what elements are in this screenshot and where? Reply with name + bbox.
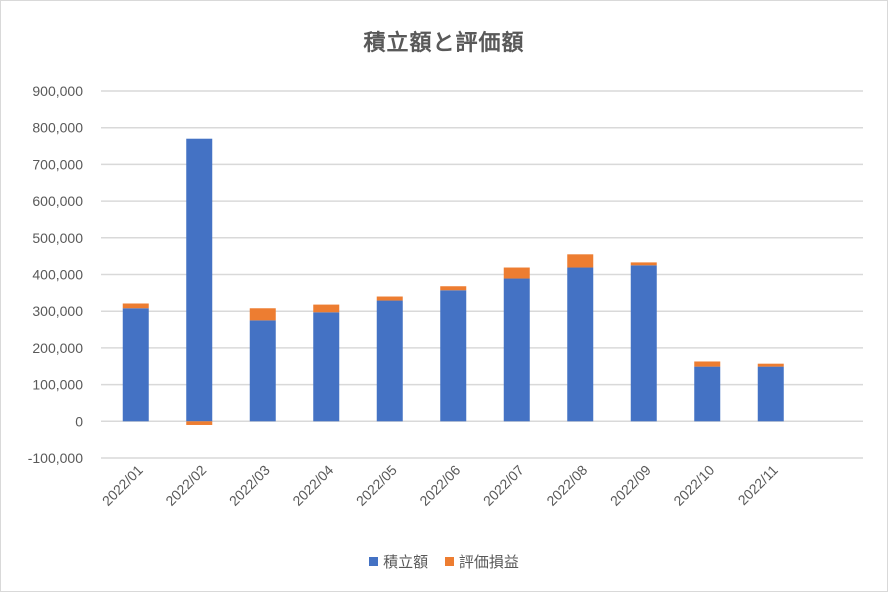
x-tick-label: 2022/09 [607, 462, 654, 509]
y-tick-label: 200,000 [32, 340, 83, 356]
y-tick-label: 400,000 [32, 267, 83, 283]
legend-item-series-1: 評価損益 [444, 551, 519, 572]
x-tick-label: 2022/06 [416, 462, 463, 509]
x-tick-label: 2022/03 [226, 462, 273, 509]
bar-hyoka-soneki [567, 254, 594, 268]
bar-tsumitate [376, 300, 403, 422]
bar-tsumitate [694, 366, 721, 422]
y-tick-label: 100,000 [32, 377, 83, 393]
bar-hyoka-soneki [630, 262, 657, 266]
legend-item-series-0: 積立額 [369, 551, 428, 572]
legend: 積立額 評価損益 [1, 551, 887, 572]
bar-hyoka-soneki [503, 267, 530, 279]
legend-swatch [444, 557, 454, 566]
bar-tsumitate [630, 265, 657, 422]
bar-tsumitate [503, 278, 530, 422]
bar-hyoka-soneki [440, 286, 467, 291]
legend-swatch [369, 557, 379, 566]
legend-label: 評価損益 [458, 553, 519, 571]
bar-hyoka-soneki [694, 361, 721, 367]
x-tick-label: 2022/08 [543, 462, 590, 509]
x-tick-label: 2022/04 [289, 462, 336, 509]
x-tick-label: 2022/02 [162, 462, 209, 509]
x-tick-label: 2022/11 [735, 462, 782, 509]
bar-tsumitate [249, 320, 276, 422]
x-tick-label: 2022/01 [99, 462, 146, 509]
bar-tsumitate [440, 290, 467, 422]
bar-hyoka-soneki [757, 363, 784, 367]
bar-hyoka-soneki [122, 303, 149, 309]
bar-tsumitate [186, 138, 213, 422]
y-tick-label: 0 [75, 413, 83, 429]
x-tick-label: 2022/10 [670, 462, 717, 509]
chart-title: 積立額と評価額 [363, 31, 525, 56]
bar-tsumitate [757, 366, 784, 422]
y-tick-label: 700,000 [32, 156, 83, 172]
y-tick-label: 900,000 [32, 83, 83, 99]
y-tick-label: 300,000 [32, 303, 83, 319]
bar-tsumitate [567, 267, 594, 422]
bar-hyoka-soneki [249, 308, 276, 321]
bar-tsumitate [122, 308, 149, 422]
y-tick-label: -100,000 [28, 450, 83, 466]
bar-tsumitate [313, 312, 340, 422]
y-tick-label: 600,000 [32, 193, 83, 209]
y-tick-label: 800,000 [32, 120, 83, 136]
bar-hyoka-soneki [313, 304, 340, 313]
y-tick-label: 500,000 [32, 230, 83, 246]
x-tick-label: 2022/07 [480, 462, 527, 509]
legend-label: 積立額 [383, 553, 429, 571]
bar-hyoka-soneki [376, 296, 403, 301]
x-tick-label: 2022/05 [353, 462, 400, 509]
bar-hyoka-soneki [186, 421, 213, 425]
